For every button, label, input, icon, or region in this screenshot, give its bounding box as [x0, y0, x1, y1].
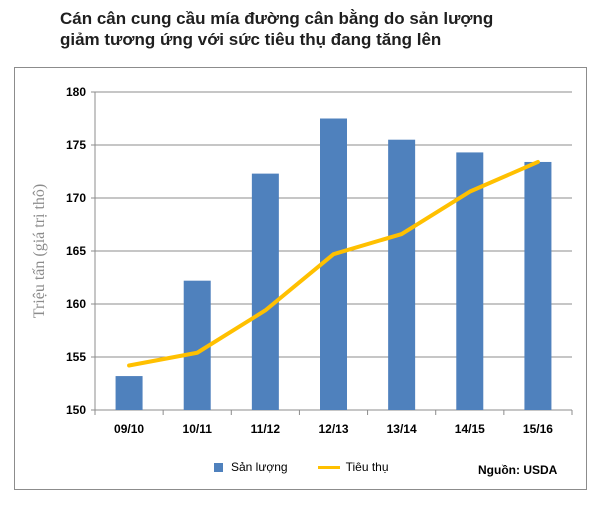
x-tick-label: 15/16	[523, 422, 553, 436]
line-point	[333, 253, 334, 255]
y-tick-label: 165	[66, 244, 86, 258]
x-tick-label: 13/14	[387, 422, 417, 436]
bar	[320, 118, 347, 410]
y-tick-label: 155	[66, 350, 86, 364]
line-point	[196, 352, 198, 354]
x-tick-label: 12/13	[318, 422, 348, 436]
chart-title-line-2: giảm tương ứng với sức tiêu thụ đang tăn…	[60, 30, 442, 49]
chart-title: Cán cân cung cầu mía đường cân bằng do s…	[60, 8, 590, 50]
bar	[115, 376, 143, 410]
x-tick-label: 14/15	[455, 422, 485, 436]
y-tick-label: 175	[66, 138, 86, 152]
y-tick-label: 170	[66, 191, 86, 205]
line-point	[264, 309, 266, 311]
bar	[524, 161, 552, 410]
x-tick-label: 10/11	[183, 422, 213, 436]
line-point	[469, 191, 471, 193]
chart-frame	[14, 67, 587, 490]
legend: Sản lượng Tiêu thụ	[214, 460, 389, 474]
x-tick-label: 09/10	[114, 422, 144, 436]
x-tick-label: 11/12	[251, 422, 281, 436]
bar	[251, 173, 279, 410]
y-tick-label: 180	[66, 85, 86, 99]
legend-label-consumption: Tiêu thụ	[345, 460, 389, 474]
source-note: Nguồn: USDA	[478, 463, 558, 477]
legend-swatch-production	[214, 462, 223, 472]
y-tick-label: 150	[66, 403, 86, 417]
legend-label-production: Sản lượng	[231, 460, 288, 474]
line-point	[537, 161, 539, 163]
y-tick-label: 160	[66, 297, 86, 311]
legend-swatch-consumption	[317, 465, 340, 469]
bar	[388, 139, 416, 410]
y-axis-label: Triệu tấn (giá trị thô)	[31, 184, 48, 319]
line-point	[401, 233, 403, 235]
chart-title-line-1: Cán cân cung cầu mía đường cân bằng do s…	[60, 9, 494, 28]
line-point	[128, 364, 130, 366]
